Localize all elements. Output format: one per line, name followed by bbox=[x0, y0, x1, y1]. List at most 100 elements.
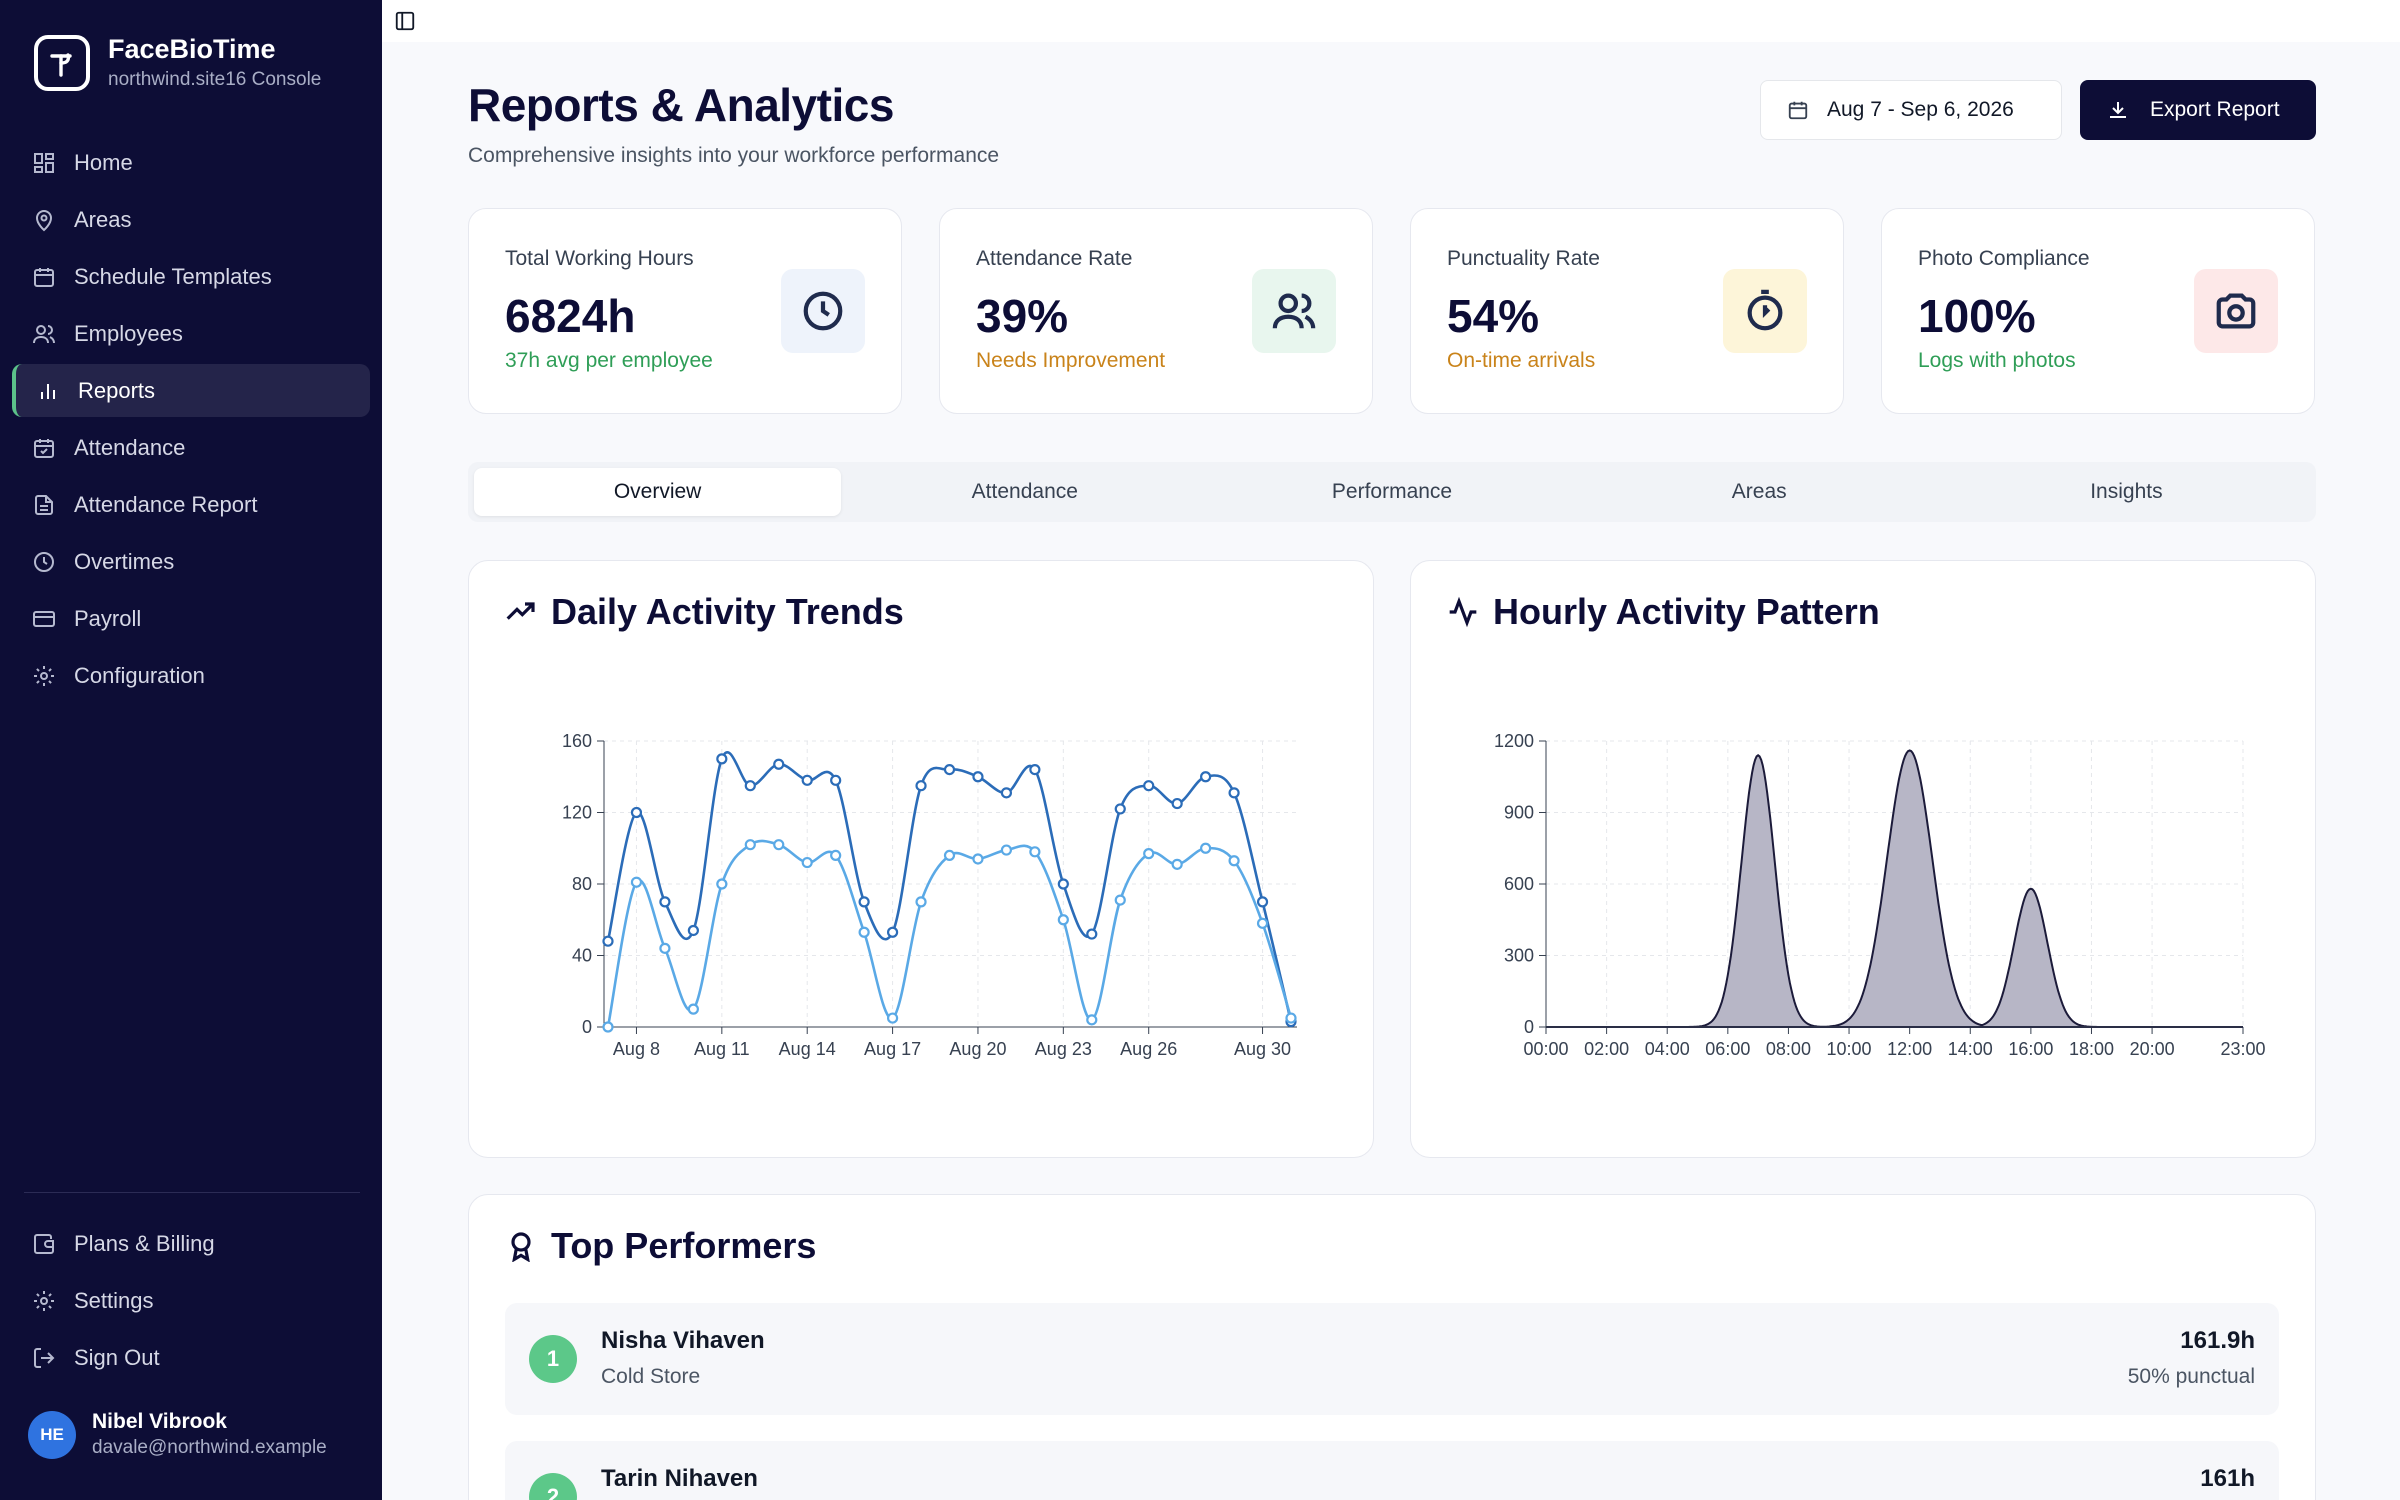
stat-card-punctuality-rate: Punctuality Rate 54% On-time arrivals bbox=[1410, 208, 1844, 414]
sidebar: FaceBioTime northwind.site16 Console Hom… bbox=[0, 0, 382, 1500]
avatar: HE bbox=[28, 1410, 76, 1459]
x-tick-label: 14:00 bbox=[1948, 1039, 1993, 1059]
panel-toggle-icon[interactable] bbox=[394, 10, 416, 32]
data-point bbox=[716, 878, 728, 890]
data-point bbox=[1200, 771, 1212, 783]
data-point bbox=[744, 780, 756, 792]
export-report-button[interactable]: Export Report bbox=[2080, 80, 2316, 140]
series-line-1 bbox=[606, 751, 1293, 1022]
sidebar-item-payroll[interactable]: Payroll bbox=[12, 592, 370, 645]
data-point bbox=[630, 876, 643, 888]
y-tick-label: 1200 bbox=[1494, 731, 1534, 751]
data-point bbox=[773, 758, 785, 770]
sidebar-item-label: Plans & Billing bbox=[74, 1230, 215, 1256]
data-point bbox=[1171, 858, 1183, 870]
sidebar-item-label: Attendance Report bbox=[74, 491, 258, 517]
list-item[interactable]: 1 Nisha Vihaven Cold Store 161.9h 50% pu… bbox=[505, 1303, 2279, 1415]
data-point bbox=[801, 856, 813, 869]
tab-performance[interactable]: Performance bbox=[1331, 480, 1453, 503]
date-range-picker[interactable]: Aug 7 - Sep 6, 2026 bbox=[1760, 80, 2062, 140]
data-point bbox=[1000, 787, 1013, 799]
data-point bbox=[744, 839, 756, 851]
hourly-activity-card: Hourly Activity Pattern 0 300 600 900 1200 00… bbox=[1410, 560, 2316, 1158]
data-point bbox=[830, 774, 842, 786]
stat-value: 39% bbox=[976, 290, 1069, 342]
page-subtitle: Comprehensive insights into your workfor… bbox=[468, 144, 1000, 167]
sidebar-item-settings[interactable]: Settings bbox=[12, 1274, 370, 1327]
gear-icon bbox=[34, 665, 54, 686]
data-point bbox=[1143, 848, 1155, 860]
stat-card-photo-compliance: Photo Compliance 100% Logs with photos bbox=[1881, 208, 2315, 414]
rank-badge: 1 bbox=[529, 1335, 577, 1383]
tab-areas[interactable]: Areas bbox=[1731, 480, 1787, 503]
stat-label: Attendance Rate bbox=[976, 247, 1133, 270]
sidebar-item-schedule-templates[interactable]: Schedule Templates bbox=[12, 250, 370, 303]
brand-logo-icon bbox=[34, 34, 90, 91]
sidebar-item-attendance-report[interactable]: Attendance Report bbox=[12, 478, 370, 531]
clock-icon bbox=[34, 551, 54, 572]
data-point bbox=[1029, 846, 1041, 858]
calendar-icon bbox=[34, 267, 54, 287]
data-point bbox=[1171, 797, 1183, 810]
performer-hours: 161.9h bbox=[2180, 1327, 2255, 1354]
sidebar-item-sign-out[interactable]: Sign Out bbox=[12, 1331, 370, 1384]
x-tick-label: Aug 23 bbox=[1035, 1039, 1092, 1059]
x-tick-label: 12:00 bbox=[1887, 1039, 1932, 1059]
list-item[interactable]: 2 Tarin Nihaven 161h bbox=[505, 1441, 2279, 1500]
brand[interactable]: FaceBioTime northwind.site16 Console bbox=[34, 34, 321, 91]
user-name: Nibel Vibrook bbox=[92, 1410, 227, 1433]
stat-sub: On-time arrivals bbox=[1447, 349, 1596, 372]
top-performers-card: Top Performers 1 Nisha Vihaven Cold Stor… bbox=[468, 1194, 2316, 1500]
y-tick-label: 600 bbox=[1504, 874, 1534, 894]
stat-sub: Logs with photos bbox=[1918, 349, 2076, 372]
user-email: davale@northwind.example bbox=[92, 1437, 327, 1458]
performer-punctuality: 50% punctual bbox=[2127, 1365, 2255, 1388]
sidebar-item-areas[interactable]: Areas bbox=[12, 193, 370, 246]
user-profile[interactable]: HE Nibel Vibrook davale@northwind.exampl… bbox=[28, 1410, 327, 1459]
series-line-2 bbox=[606, 839, 1293, 1028]
sidebar-item-overtimes[interactable]: Overtimes bbox=[12, 535, 370, 588]
data-point bbox=[858, 926, 870, 938]
sign-out-icon bbox=[34, 1347, 55, 1368]
tab-overview[interactable]: Overview bbox=[474, 468, 842, 516]
camera-icon bbox=[2194, 269, 2278, 353]
sidebar-item-label: Areas bbox=[74, 206, 132, 232]
card-title: Hourly Activity Pattern bbox=[1447, 591, 1880, 633]
data-point bbox=[1228, 787, 1240, 799]
x-tick-label: Aug 14 bbox=[779, 1039, 836, 1059]
y-tick-label: 300 bbox=[1504, 946, 1534, 966]
tab-attendance[interactable]: Attendance bbox=[971, 480, 1078, 503]
sidebar-item-label: Schedule Templates bbox=[74, 263, 272, 289]
data-point bbox=[1086, 928, 1098, 940]
x-tick-label: Aug 30 bbox=[1234, 1039, 1291, 1059]
map-pin-icon bbox=[35, 209, 53, 231]
sidebar-item-employees[interactable]: Employees bbox=[12, 307, 370, 360]
data-point bbox=[1057, 914, 1069, 926]
daily-activity-card: Daily Activity Trends 0 40 80 120 160 Aug 8 Au… bbox=[468, 560, 1374, 1158]
data-point bbox=[1114, 803, 1126, 815]
daily-activity-title: Daily Activity Trends bbox=[551, 591, 904, 632]
sidebar-item-label: Home bbox=[74, 149, 133, 175]
sidebar-item-home[interactable]: Home bbox=[12, 136, 370, 189]
users-icon bbox=[1252, 269, 1336, 353]
card-title: Daily Activity Trends bbox=[505, 591, 904, 633]
stat-label: Photo Compliance bbox=[1918, 247, 2090, 270]
daily-activity-chart: 0 40 80 120 160 Aug 8 Aug 11 Aug 14 Aug 17 Aug 20… bbox=[562, 731, 1297, 1059]
stat-value: 54% bbox=[1447, 290, 1540, 342]
data-point bbox=[716, 753, 728, 765]
gear-icon bbox=[34, 1290, 54, 1311]
data-point bbox=[659, 942, 671, 954]
data-point bbox=[1114, 894, 1126, 906]
data-point bbox=[687, 1003, 699, 1015]
x-tick-label: 23:00 bbox=[2220, 1039, 2265, 1059]
sidebar-item-attendance[interactable]: Attendance bbox=[12, 421, 370, 474]
tab-insights[interactable]: Insights bbox=[2090, 480, 2163, 503]
data-point bbox=[1200, 842, 1212, 854]
data-point bbox=[943, 763, 956, 776]
sidebar-item-plans-billing[interactable]: Plans & Billing bbox=[12, 1217, 370, 1270]
brand-subtitle: northwind.site16 Console bbox=[108, 69, 322, 90]
sidebar-item-reports[interactable]: Reports bbox=[12, 364, 370, 417]
sidebar-item-configuration[interactable]: Configuration bbox=[12, 649, 370, 702]
top-performers-title: Top Performers bbox=[551, 1225, 817, 1266]
stat-value: 100% bbox=[1918, 290, 2036, 342]
